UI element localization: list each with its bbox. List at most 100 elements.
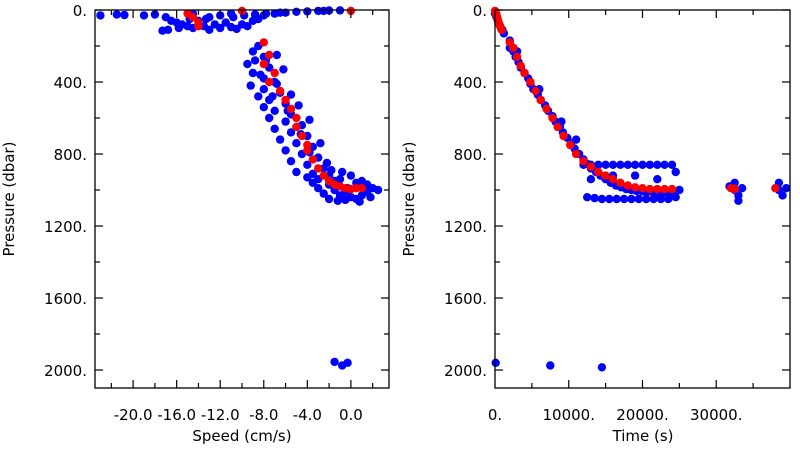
data-point <box>619 194 629 204</box>
x-tick-label: -8.0 <box>249 406 278 424</box>
data-point <box>286 128 296 137</box>
data-point <box>338 167 347 177</box>
data-point <box>653 175 662 184</box>
mean-point <box>265 50 274 60</box>
data-point <box>634 194 643 204</box>
data-point <box>597 194 607 204</box>
data-point <box>139 11 149 20</box>
y-tick-label: 1600. <box>444 290 487 308</box>
time-pressure-plot: 0. 400. 800. 1200. 1600. 2000. 0. 10000. 20000. 3… <box>400 2 791 445</box>
data-point <box>281 146 290 155</box>
mean-point <box>281 95 290 105</box>
data-point <box>660 160 669 169</box>
x-tick-label: -4.0 <box>293 406 322 424</box>
data-point <box>357 176 366 186</box>
data-point <box>205 25 214 34</box>
data-point <box>120 10 129 20</box>
mean-point <box>292 122 301 132</box>
data-point <box>201 14 211 24</box>
data-point <box>642 194 651 204</box>
data-point <box>246 81 255 90</box>
data-point <box>653 160 662 169</box>
data-point <box>292 167 301 177</box>
time-data-points <box>490 6 791 372</box>
mean-point <box>308 155 317 164</box>
data-point <box>270 106 279 116</box>
mean-point <box>286 104 296 114</box>
data-point <box>259 85 268 94</box>
data-point <box>546 361 555 370</box>
data-point <box>254 92 263 101</box>
data-point <box>571 135 581 144</box>
mean-point <box>259 59 268 69</box>
y-tick-label: 0. <box>73 2 87 20</box>
data-point <box>286 157 296 166</box>
speed-pressure-plot: 0. 400. 800. 1200. 1600. 2000. -20.0 -16.0 -12.0… <box>0 2 390 445</box>
data-point <box>279 65 288 74</box>
mean-point <box>319 171 328 180</box>
data-point <box>664 194 673 204</box>
data-point <box>256 70 265 80</box>
data-point <box>319 6 328 16</box>
data-point <box>597 363 607 372</box>
data-point <box>586 175 596 184</box>
mean-point <box>531 86 540 96</box>
data-point <box>268 92 277 101</box>
mean-point <box>259 38 268 47</box>
data-point <box>671 193 680 202</box>
mean-point <box>730 184 739 194</box>
mean-point <box>270 68 279 78</box>
y-tick-label: 800. <box>54 146 87 164</box>
time-plot-ticks <box>495 9 790 388</box>
data-point <box>605 194 614 204</box>
y-tick-label: 400. <box>454 74 487 92</box>
data-point <box>281 117 290 126</box>
mean-point <box>653 184 662 194</box>
x-tick-label: 0. <box>488 406 502 424</box>
data-point <box>366 193 375 202</box>
data-point <box>608 160 618 169</box>
x-tick-label: -12.0 <box>201 406 240 424</box>
data-point <box>656 194 666 204</box>
mean-point <box>623 181 632 190</box>
x-tick-label: 10000. <box>543 406 596 424</box>
mean-point <box>771 184 780 193</box>
time-plot-tick-labels: 0. 400. 800. 1200. 1600. 2000. 0. 10000. 20000. 3… <box>444 2 742 424</box>
data-point <box>627 194 636 204</box>
data-point <box>243 59 252 69</box>
mean-point <box>667 184 677 194</box>
mean-point <box>548 113 557 123</box>
mean-point <box>542 104 551 114</box>
data-point <box>737 184 747 193</box>
y-tick-label: 1200. <box>44 218 87 236</box>
data-point <box>667 160 677 169</box>
data-point <box>248 47 258 56</box>
y-tick-label: 1600. <box>44 290 87 308</box>
data-point <box>335 175 345 184</box>
mean-point <box>566 140 575 150</box>
data-point <box>346 171 356 180</box>
data-point <box>645 160 655 169</box>
mean-point <box>297 131 307 141</box>
data-point <box>303 160 312 169</box>
data-point <box>630 160 640 169</box>
data-point <box>250 56 260 65</box>
x-tick-label: 30000. <box>690 406 743 424</box>
mean-point <box>645 184 655 194</box>
data-point <box>491 358 500 367</box>
mean-point <box>660 184 669 194</box>
x-axis-title: Speed (cm/s) <box>192 427 291 445</box>
speed-plot-tick-labels: 0. 400. 800. 1200. 1600. 2000. -20.0 -16.0 -12.0… <box>44 2 363 424</box>
data-point <box>174 23 183 33</box>
x-tick-label: 0.0 <box>339 406 363 424</box>
data-point <box>158 26 167 35</box>
y-tick-label: 2000. <box>444 362 487 380</box>
speed-data-points <box>96 6 383 370</box>
mean-point <box>497 25 506 34</box>
y-tick-label: 1200. <box>444 218 487 236</box>
data-point <box>294 101 303 110</box>
data-point <box>259 103 268 112</box>
data-point <box>594 160 603 169</box>
data-point <box>623 160 632 169</box>
